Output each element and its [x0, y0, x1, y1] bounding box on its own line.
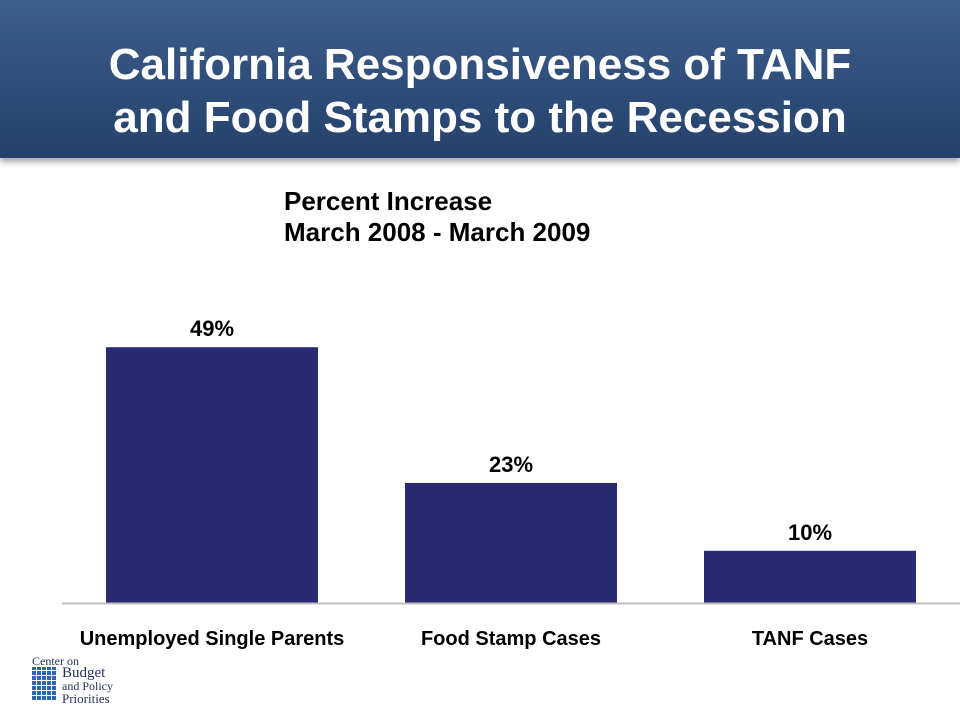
data-label-3: 10%	[788, 520, 832, 545]
category-label-3: TANF Cases	[752, 628, 868, 650]
data-label-1: 49%	[190, 316, 234, 341]
slide-title: California Responsiveness of TANF and Fo…	[0, 38, 960, 144]
category-label-2: Food Stamp Cases	[421, 628, 601, 650]
title-banner: California Responsiveness of TANF and Fo…	[0, 0, 960, 158]
cbpp-logo: Center on Budget and Policy Priorities	[28, 654, 148, 707]
logo-line-4: Priorities	[62, 691, 110, 706]
title-line-1: California Responsiveness of TANF	[108, 40, 852, 89]
subtitle-line-1: Percent Increase	[284, 186, 493, 216]
logo-grid-icon	[31, 667, 57, 701]
category-label-1: Unemployed Single Parents	[80, 628, 345, 650]
subtitle-line-2: March 2008 - March 2009	[284, 217, 591, 247]
logo-line-2: Budget	[62, 665, 106, 681]
bar-1	[106, 347, 318, 603]
logo-line-1: Center on	[32, 654, 79, 668]
logo-line-3: and Policy	[62, 679, 113, 693]
bar-3	[704, 550, 916, 603]
title-line-2: and Food Stamps to the Recession	[113, 93, 847, 142]
data-label-2: 23%	[489, 452, 533, 477]
chart-subtitle: Percent Increase March 2008 - March 2009	[284, 186, 590, 248]
bar-chart: 49% Unemployed Single Parents 23% Food Stam…	[62, 316, 960, 650]
bar-2	[405, 482, 617, 603]
